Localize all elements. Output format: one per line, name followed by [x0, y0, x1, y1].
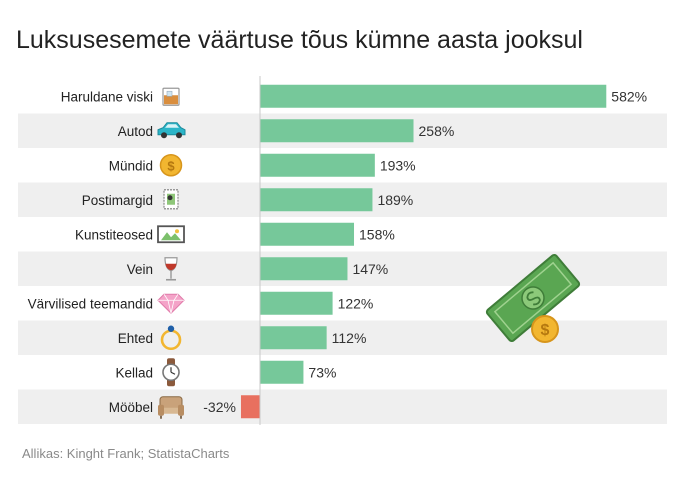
value-label: 582% — [611, 88, 647, 104]
category-label: Haruldane viski — [61, 89, 153, 104]
value-label: 73% — [308, 364, 336, 380]
category-label: Vein — [127, 262, 153, 277]
svg-text:$: $ — [541, 322, 550, 339]
value-label: 189% — [377, 192, 413, 208]
category-label: Autod — [118, 124, 153, 139]
value-label: 258% — [419, 123, 455, 139]
category-label: Kunstiteosed — [75, 227, 153, 242]
category-label: Mündid — [109, 158, 153, 173]
value-label: -32% — [203, 399, 236, 415]
row-stripe — [18, 320, 667, 355]
value-label: 158% — [359, 226, 395, 242]
bar-5 — [260, 222, 355, 246]
bar-chart: 582% Haruldane viski 258% Autod 193% Mündid 18… — [18, 76, 667, 425]
armchair-icon — [158, 396, 184, 419]
watch-icon — [162, 358, 180, 387]
value-label: 193% — [380, 157, 416, 173]
whisky-glass-icon — [162, 87, 180, 106]
bar-2 — [260, 119, 414, 143]
value-label: 112% — [332, 330, 367, 346]
category-label: Värvilised teemandid — [28, 296, 153, 311]
stamp-icon — [163, 189, 179, 210]
category-label: Postimargid — [82, 193, 153, 208]
category-label: Kellad — [115, 365, 153, 380]
category-label: Ehted — [118, 331, 153, 346]
bar-3 — [260, 153, 375, 177]
car-icon — [157, 122, 186, 139]
chart-title: Luksusesemete väärtuse tõus kümne aasta … — [16, 26, 583, 54]
painting-icon — [157, 225, 185, 244]
svg-text:$: $ — [167, 158, 175, 173]
bar-1 — [260, 84, 607, 108]
value-label: 147% — [352, 261, 388, 277]
value-label: 122% — [338, 295, 374, 311]
bar-6 — [260, 257, 348, 281]
bar-4 — [260, 188, 373, 212]
money-bill-icon: $ — [485, 253, 581, 343]
source-note: Allikas: Kinght Frank; StatistaCharts — [22, 446, 230, 461]
category-label: Mööbel — [109, 400, 153, 415]
bar-8 — [260, 326, 327, 350]
coin-icon: $ — [159, 154, 183, 177]
wine-glass-icon — [164, 257, 178, 281]
bar-10 — [240, 395, 260, 419]
bar-7 — [260, 291, 333, 315]
diamond-icon — [157, 293, 185, 314]
row-stripe — [18, 389, 667, 424]
ring-icon — [160, 325, 182, 351]
bar-9 — [260, 360, 304, 384]
